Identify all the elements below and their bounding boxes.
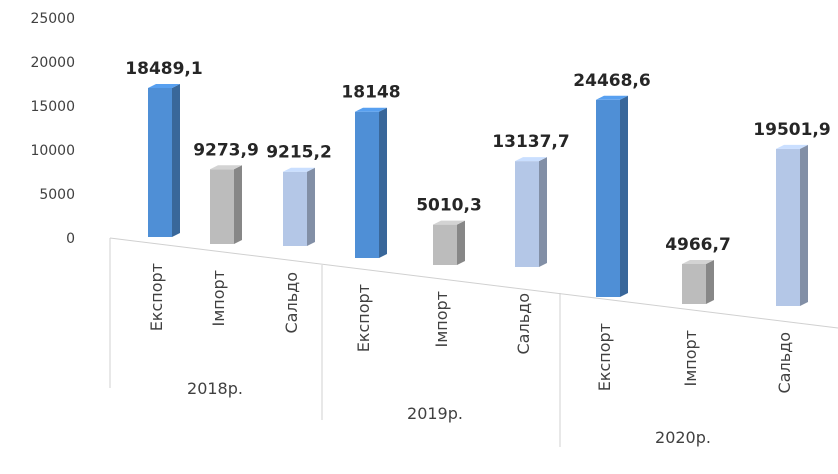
category-label: Імпорт [209, 270, 228, 327]
bar-side [307, 167, 315, 246]
bar-side [379, 107, 387, 258]
bar [210, 169, 234, 244]
bar-top [148, 83, 180, 88]
category-label: Імпорт [432, 291, 451, 348]
bar-top [355, 107, 387, 112]
bar-side [706, 259, 714, 304]
group-label: 2020р. [655, 428, 711, 447]
group-label: 2018р. [187, 379, 243, 398]
data-label: 9215,2 [266, 143, 332, 163]
data-label: 9273,9 [193, 140, 259, 160]
data-label: 13137,7 [492, 132, 569, 152]
bar [596, 99, 620, 297]
category-label: Експорт [354, 284, 373, 352]
bar-side [457, 220, 465, 265]
bar-top [210, 165, 242, 170]
y-tick-label: 5000 [39, 187, 75, 203]
data-label: 24468,6 [573, 71, 650, 91]
bar-top [596, 95, 628, 100]
bar-side [172, 83, 180, 237]
y-tick-label: 25000 [30, 11, 75, 27]
x-axis: Експорт Імпорт Сальдо Експорт Імпорт Сальдо Ек… [109, 237, 838, 447]
bar [682, 263, 706, 304]
y-tick-label: 20000 [30, 55, 75, 71]
bar [776, 148, 800, 306]
category-label: Сальдо [282, 272, 301, 333]
bar-side [539, 157, 547, 267]
category-label: Сальдо [775, 332, 794, 393]
bar-top [682, 259, 714, 264]
y-tick-label: 10000 [30, 143, 75, 159]
data-label: 19501,9 [753, 120, 830, 140]
category-label: Експорт [595, 323, 614, 391]
bar [148, 87, 172, 237]
x-axis-line [109, 237, 838, 329]
bar [433, 224, 457, 265]
category-label: Експорт [147, 263, 166, 331]
data-labels: 18489,1 9273,9 9215,2 18148 5010,3 13137,7 244… [125, 59, 830, 255]
bars [148, 83, 808, 306]
bar-top [515, 157, 547, 162]
y-axis: 0 5000 10000 15000 20000 25000 [30, 11, 75, 247]
bar-side [800, 144, 808, 306]
bar [283, 171, 307, 246]
y-tick-label: 0 [66, 231, 75, 247]
bar [355, 111, 379, 258]
bar [515, 161, 539, 267]
category-label: Імпорт [681, 330, 700, 387]
bar-side [620, 95, 628, 297]
data-label: 4966,7 [665, 235, 731, 255]
data-label: 18489,1 [125, 59, 202, 79]
bar-top [433, 220, 465, 225]
bar-top [776, 144, 808, 149]
data-label: 5010,3 [416, 196, 482, 216]
bar-top [283, 167, 315, 172]
data-label: 18148 [341, 83, 400, 103]
bar-side [234, 165, 242, 244]
category-label: Сальдо [514, 293, 533, 354]
y-tick-label: 15000 [30, 99, 75, 115]
group-label: 2019р. [407, 404, 463, 423]
